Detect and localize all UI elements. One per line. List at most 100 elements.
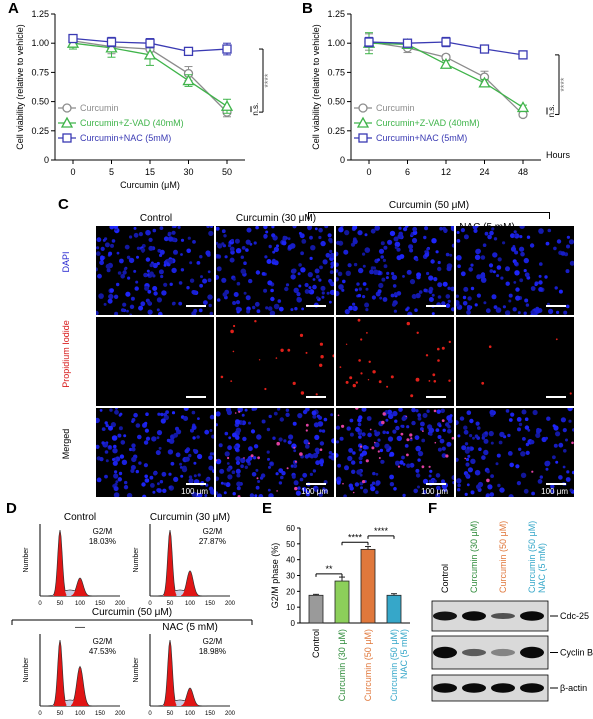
micro-tile-r0-c3 — [456, 226, 574, 315]
data-point — [183, 46, 194, 57]
micro-tile-r1-c2 — [336, 317, 454, 406]
data-point — [143, 48, 157, 60]
legend-marker — [356, 116, 370, 128]
sig-label-top: **** — [559, 77, 569, 92]
scale-bar — [306, 396, 326, 398]
legend-label: Curcumin — [376, 103, 415, 113]
flow-g2-peak — [71, 578, 89, 596]
flow-outline — [39, 639, 120, 707]
data-point — [364, 37, 374, 47]
x-tick-label: 6 — [405, 167, 410, 177]
data-point — [516, 101, 530, 113]
e-x-label: NAC (5 mM) — [399, 629, 409, 679]
flow-x-tick: 50 — [57, 711, 64, 717]
micro-tile-r0-c1 — [216, 226, 334, 315]
flow-x-tick: 150 — [205, 601, 216, 607]
wb-band — [462, 611, 486, 621]
flow-x-tick: 0 — [148, 711, 152, 717]
e-x-label: Control — [311, 629, 321, 658]
x-tick-label: 50 — [222, 167, 232, 177]
flow-x-tick: 200 — [115, 601, 126, 607]
e-x-label: Curcumin (50 μM) — [363, 629, 373, 701]
wb-band-label: Cdc-25 — [560, 611, 589, 621]
e-y-tick-label: 40 — [286, 556, 295, 565]
legend-label: Curcumin+Z-VAD (40mM) — [80, 118, 184, 128]
flow-g1-peak — [163, 640, 177, 706]
wb-band — [462, 648, 486, 657]
legend-marker — [62, 133, 72, 143]
micro-tile-r0-c0 — [96, 226, 214, 315]
y-tick-label: 1.00 — [31, 38, 49, 48]
e-y-tick-label: 0 — [291, 619, 296, 628]
sig-label-ns: n.s. — [547, 104, 556, 117]
legend-marker — [358, 103, 368, 113]
flow-phase-label: G2/M — [203, 527, 223, 536]
chart-a: 0 0.25 0.50 0.75 1.00 1.25 0 5 15 30 50 Cell viabil… — [15, 9, 273, 190]
e-bar — [334, 580, 350, 624]
data-point — [220, 99, 234, 111]
scale-bar — [426, 396, 446, 398]
data-point — [518, 50, 528, 60]
legend-marker — [60, 116, 74, 128]
wb-band — [520, 611, 544, 621]
legend-marker — [358, 133, 368, 143]
e-bar — [386, 594, 402, 624]
wb-lane-label: NAC (5 mM) — [537, 543, 547, 593]
scale-bar — [546, 483, 566, 485]
western-blot: Control Curcumin (30 μM) Curcumin (50 μM) C… — [431, 521, 593, 702]
x-tick-label: 5 — [109, 167, 114, 177]
y-tick-label: 0.25 — [31, 126, 49, 136]
e-y-tick-label: 60 — [286, 524, 295, 533]
flow-x-tick: 200 — [115, 711, 126, 717]
scale-bar — [306, 305, 326, 307]
wb-band-label: β-actin — [560, 683, 587, 693]
flow-phase-value: 18.03% — [89, 537, 116, 546]
micro-group-bracket — [308, 212, 550, 219]
y-axis-label: Cell viability (relative to vehicle) — [15, 24, 25, 150]
y-tick-label: 1.00 — [327, 38, 345, 48]
flow-x-tick: 0 — [38, 601, 42, 607]
flow-histograms: Curcumin (50 μM) Control Number 0 50 100 150 20… — [11, 512, 253, 717]
micro-tile-r1-c3 — [456, 317, 574, 406]
wb-band — [491, 613, 515, 619]
e-sig-label: **** — [348, 532, 363, 542]
flow-x-tick: 100 — [185, 601, 196, 607]
x-tick-label: 48 — [518, 167, 528, 177]
flow-x-tick: 150 — [95, 601, 106, 607]
flow-x-tick: 50 — [167, 711, 174, 717]
micro-tile-r2-c2: 100 μm — [336, 408, 454, 497]
flow-y-label: Number — [23, 547, 30, 573]
flow-title: — — [75, 622, 85, 633]
e-bar — [360, 548, 376, 624]
flow-x-tick: 200 — [225, 711, 236, 717]
e-sig-label: ** — [325, 564, 333, 574]
sig-label-ns: n.s. — [251, 103, 260, 116]
panel-label-f: F — [428, 500, 438, 517]
flow-title: Control — [64, 512, 96, 523]
data-point — [441, 37, 451, 47]
micro-tile-r2-c1: 100 μm — [216, 408, 334, 497]
legend-label: Curcumin+NAC (5mM) — [80, 133, 171, 143]
data-point — [105, 41, 118, 53]
flow-title: Curcumin (30 μM) — [150, 512, 230, 523]
scale-bar — [546, 396, 566, 398]
data-point — [145, 38, 155, 48]
e-x-label: Curcumin (30 μM) — [337, 629, 347, 701]
e-y-tick-label: 10 — [286, 603, 295, 612]
flow-g2-peak — [71, 666, 89, 706]
flow-x-tick: 100 — [75, 601, 86, 607]
flow-x-tick: 0 — [148, 601, 152, 607]
wb-band — [433, 646, 457, 659]
flow-g1-peak — [163, 530, 177, 596]
wb-band-label: Cyclin B1 — [560, 648, 593, 658]
scale-bar — [186, 305, 206, 307]
e-y-tick-label: 20 — [286, 587, 295, 596]
wb-lane-label: Curcumin (30 μM) — [469, 521, 479, 593]
y-tick-label: 0.75 — [327, 67, 345, 77]
wb-lane-label: Curcumin (50 μM) — [498, 521, 508, 593]
micro-tile-r1-c1 — [216, 317, 334, 406]
legend-label: Curcumin — [80, 103, 119, 113]
y-tick-label: 1.25 — [327, 9, 345, 19]
data-point — [478, 76, 491, 88]
y-tick-label: 0.50 — [31, 97, 49, 107]
